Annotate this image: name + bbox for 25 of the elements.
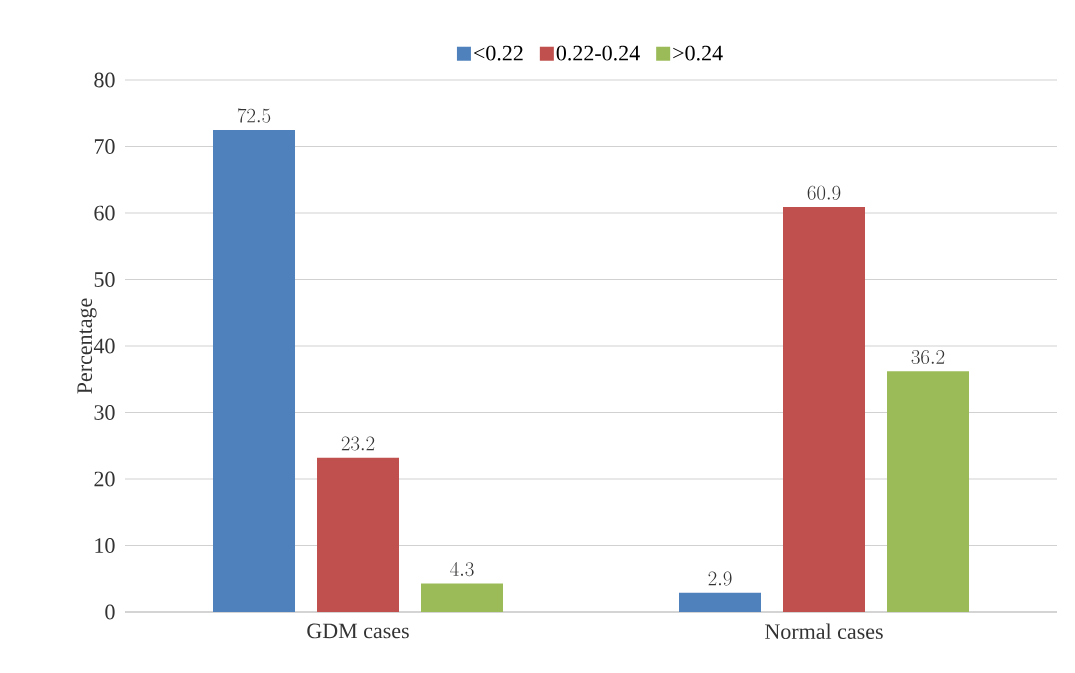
y-tick-label: 10	[95, 538, 115, 553]
legend-label: 0.22-0.24	[556, 45, 640, 61]
bar	[213, 129, 296, 612]
x-tick-label: GDM cases	[307, 623, 409, 639]
bar	[887, 371, 970, 612]
bar	[783, 207, 866, 612]
data-label: 72.5	[237, 108, 271, 123]
data-label: 23.2	[341, 436, 375, 451]
legend-label: >0.24	[673, 45, 723, 61]
y-tick-label: 0	[105, 604, 115, 620]
bar	[421, 583, 504, 612]
data-label: 4.3	[450, 562, 474, 577]
bar	[679, 592, 762, 612]
data-label: 2.9	[708, 571, 732, 586]
y-tick-label: 80	[94, 72, 115, 88]
bar	[317, 457, 400, 612]
y-tick-label: 30	[94, 405, 115, 420]
data-label: 60.9	[807, 185, 841, 200]
y-tick-label: 60	[94, 205, 115, 221]
y-tick-label: 50	[94, 272, 115, 287]
y-tick-label: 70	[94, 139, 115, 154]
data-label: 36.2	[911, 350, 945, 365]
legend-label: <0.22	[474, 45, 523, 61]
x-tick-label: Normal cases	[765, 623, 883, 640]
y-tick-label: 20	[94, 471, 115, 487]
